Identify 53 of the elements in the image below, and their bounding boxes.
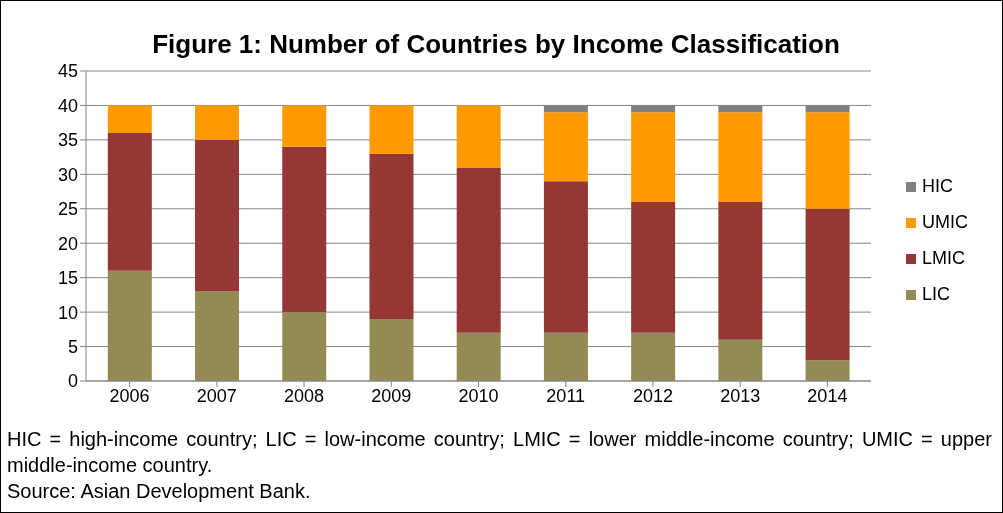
bar xyxy=(282,105,327,147)
x-tick-label: 2010 xyxy=(458,385,499,406)
bar xyxy=(456,167,501,333)
bar xyxy=(805,208,850,361)
x-tick-label: 2011 xyxy=(546,385,586,406)
bar xyxy=(195,291,240,381)
x-tick-label: 2013 xyxy=(720,385,761,406)
bar xyxy=(543,332,588,381)
x-tick-label: 2007 xyxy=(196,385,237,406)
y-tick-label: 30 xyxy=(57,164,78,185)
legend-label: LMIC xyxy=(922,248,966,269)
y-tick-label: 0 xyxy=(67,371,78,392)
y-tick-label: 20 xyxy=(57,233,78,254)
bar xyxy=(718,201,763,340)
bar xyxy=(543,112,588,182)
y-tick-label: 40 xyxy=(57,95,78,116)
bar xyxy=(369,105,414,154)
bar xyxy=(631,201,676,333)
bar xyxy=(195,105,240,140)
text: HIC = high-income country; LIC = low-income country; LMIC = lower middle-income country; UMIC = upper middle-income country. xyxy=(7,427,992,478)
bar xyxy=(718,112,763,202)
bar xyxy=(805,360,850,381)
legend-label: UMIC xyxy=(922,212,968,233)
bar xyxy=(718,339,763,381)
bar xyxy=(456,105,501,168)
x-tick-label: 2014 xyxy=(807,385,848,406)
legend-label: LIC xyxy=(922,284,951,305)
y-tick-label: 5 xyxy=(67,336,78,357)
chart-title: Figure 1: Number of Countries by Income Classification xyxy=(151,29,841,60)
x-tick-label: 2012 xyxy=(632,385,673,406)
bar xyxy=(107,270,152,381)
bar xyxy=(195,139,240,292)
x-tick-label: 2009 xyxy=(371,385,412,406)
bar xyxy=(282,312,327,381)
y-tick-label: 15 xyxy=(57,268,78,289)
bar xyxy=(631,332,676,381)
bar xyxy=(282,146,327,313)
bar xyxy=(631,112,676,202)
x-tick-label: 2006 xyxy=(109,385,150,406)
bar xyxy=(369,153,414,319)
bar xyxy=(107,105,152,133)
bar xyxy=(107,133,152,271)
source-note: Source: Asian Development Bank. xyxy=(7,479,312,504)
y-tick-label: 45 xyxy=(57,61,78,82)
y-tick-label: 10 xyxy=(57,302,78,323)
bar xyxy=(456,332,501,381)
x-tick-label: 2008 xyxy=(284,385,325,406)
bar xyxy=(543,181,588,333)
legend-label: HIC xyxy=(922,176,953,197)
y-tick-label: 35 xyxy=(57,130,78,151)
y-tick-label: 25 xyxy=(57,199,78,220)
bar xyxy=(369,319,414,381)
bar xyxy=(805,112,850,209)
